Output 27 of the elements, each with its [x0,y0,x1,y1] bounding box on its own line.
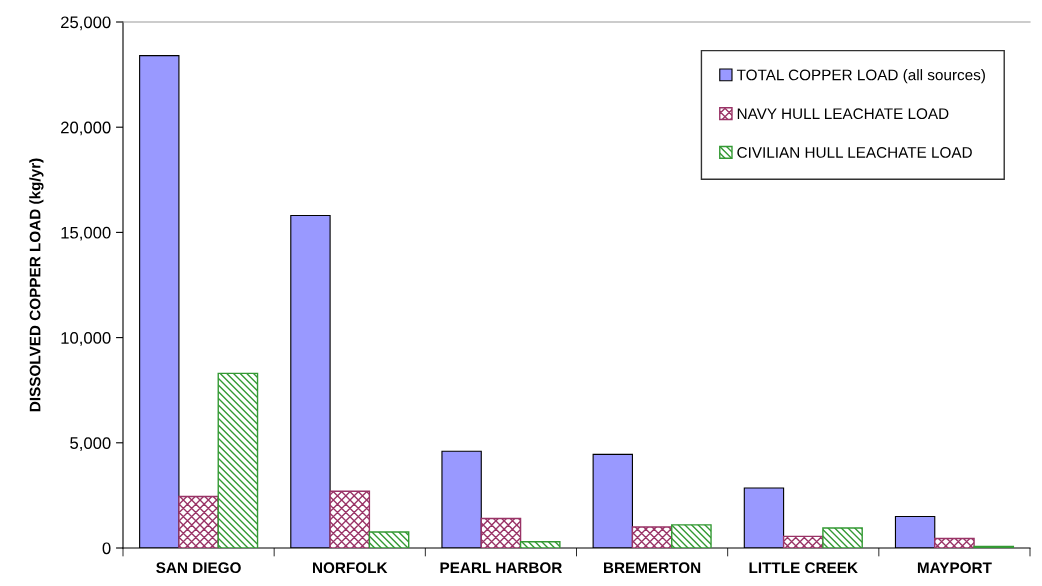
bar [217,372,259,548]
bar [631,526,673,548]
y-tick-label: 5,000 [70,437,111,451]
x-tick-label: MAYPORT [917,562,992,574]
legend-label: CIVILIAN HULL LEACHATE LOAD [737,147,972,158]
bar [782,535,824,548]
x-tick-label: BREMERTON [604,562,701,574]
bar [822,527,863,548]
bar [671,524,712,548]
bar [178,495,219,548]
y-tick-label: 10,000 [61,332,111,346]
bar [480,517,522,548]
y-tick-label: 0 [102,542,111,555]
legend-label: NAVY HULL LEACHATE LOAD [737,108,949,120]
bar [368,531,410,548]
y-tick-label: 15,000 [61,226,111,241]
y-tick-label: 20,000 [61,121,111,136]
x-tick-label: PEARL HARBOR [440,562,563,574]
x-tick-label: SAN DIEGO [156,562,241,574]
x-tick-label: NORFOLK [313,562,388,574]
legend-label: TOTAL COPPER LOAD (all sources) [736,69,985,84]
y-tick-label: 25,000 [61,16,111,31]
bar [329,490,371,548]
x-tick-label: LITTLE CREEK [749,562,858,574]
bar [519,540,561,548]
bar [934,537,975,548]
y-axis-title: DISSOLVED COPPER LOAD (kg/yr) [29,158,44,412]
